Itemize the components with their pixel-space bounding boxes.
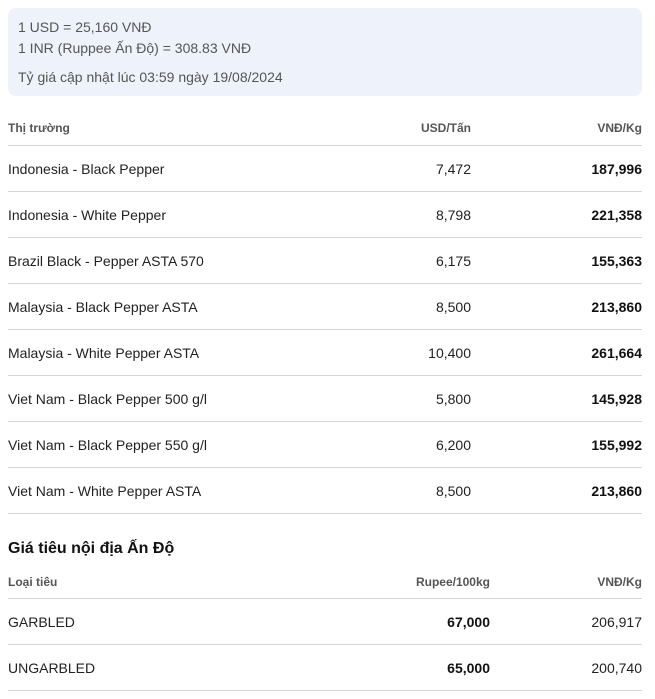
india-pepper-price-table: Loại tiêu Rupee/100kg VNĐ/Kg GARBLED 67,0… (8, 565, 642, 691)
table-row: Indonesia - White Pepper 8,798 221,358 (8, 191, 642, 238)
col-header-type: Loại tiêu (8, 565, 338, 599)
cell-vnd: 213,860 (471, 467, 642, 514)
usd-rate: 1 USD = 25,160 VNĐ (18, 19, 152, 35)
table-row: GARBLED 67,000 206,917 (8, 598, 642, 645)
table-row: Viet Nam - White Pepper ASTA 8,500 213,860 (8, 467, 642, 514)
cell-usd: 7,472 (338, 145, 471, 192)
world-pepper-price-table: Thị trường USD/Tấn VNĐ/Kg Indonesia - Bl… (8, 111, 642, 514)
cell-usd: 5,800 (338, 375, 471, 422)
cell-vnd: 187,996 (471, 145, 642, 192)
cell-rupee: 67,000 (338, 598, 490, 645)
cell-market: Brazil Black - Pepper ASTA 570 (8, 237, 338, 284)
table-row: Brazil Black - Pepper ASTA 570 6,175 155,3… (8, 237, 642, 284)
table-row: Malaysia - White Pepper ASTA 10,400 261,66… (8, 329, 642, 376)
table-row: Indonesia - Black Pepper 7,472 187,996 (8, 145, 642, 192)
cell-type: GARBLED (8, 598, 338, 645)
rate-updated-time: Tỷ giá cập nhật lúc 03:59 ngày 19/08/202… (18, 69, 283, 85)
cell-usd: 6,200 (338, 421, 471, 468)
table-row: UNGARBLED 65,000 200,740 (8, 644, 642, 691)
table-row: Malaysia - Black Pepper ASTA 8,500 213,860 (8, 283, 642, 330)
cell-vnd: 200,740 (490, 644, 642, 691)
cell-market: Viet Nam - Black Pepper 550 g/l (8, 421, 338, 468)
cell-market: Indonesia - Black Pepper (8, 145, 338, 192)
inr-rate: 1 INR (Ruppee Ấn Độ) = 308.83 VNĐ (18, 40, 252, 56)
cell-usd: 8,798 (338, 191, 471, 238)
cell-usd: 6,175 (338, 237, 471, 284)
cell-vnd: 213,860 (471, 283, 642, 330)
exchange-rate-box: 1 USD = 25,160 VNĐ 1 INR (Ruppee Ấn Độ) … (8, 8, 642, 96)
cell-rupee: 65,000 (338, 644, 490, 691)
cell-vnd: 261,664 (471, 329, 642, 376)
table-row: Viet Nam - Black Pepper 550 g/l 6,200 155,… (8, 421, 642, 468)
cell-vnd: 221,358 (471, 191, 642, 238)
india-section-title: Giá tiêu nội địa Ấn Độ (8, 540, 175, 557)
cell-market: Malaysia - Black Pepper ASTA (8, 283, 338, 330)
col-header-market: Thị trường (8, 111, 338, 146)
cell-usd: 10,400 (338, 329, 471, 376)
cell-vnd: 155,363 (471, 237, 642, 284)
cell-type: UNGARBLED (8, 644, 338, 691)
col-header-vnd: VNĐ/Kg (490, 565, 642, 599)
cell-market: Indonesia - White Pepper (8, 191, 338, 238)
col-header-usd: USD/Tấn (338, 111, 471, 146)
col-header-vnd: VNĐ/Kg (471, 111, 642, 146)
cell-usd: 8,500 (338, 283, 471, 330)
col-header-rupee: Rupee/100kg (338, 565, 490, 599)
table-row: Viet Nam - Black Pepper 500 g/l 5,800 145,… (8, 375, 642, 422)
cell-market: Viet Nam - White Pepper ASTA (8, 467, 338, 514)
cell-market: Viet Nam - Black Pepper 500 g/l (8, 375, 338, 422)
cell-vnd: 206,917 (490, 598, 642, 645)
cell-usd: 8,500 (338, 467, 471, 514)
table-header-row: Loại tiêu Rupee/100kg VNĐ/Kg (8, 565, 642, 599)
cell-vnd: 155,992 (471, 421, 642, 468)
table-header-row: Thị trường USD/Tấn VNĐ/Kg (8, 111, 642, 146)
cell-vnd: 145,928 (471, 375, 642, 422)
cell-market: Malaysia - White Pepper ASTA (8, 329, 338, 376)
